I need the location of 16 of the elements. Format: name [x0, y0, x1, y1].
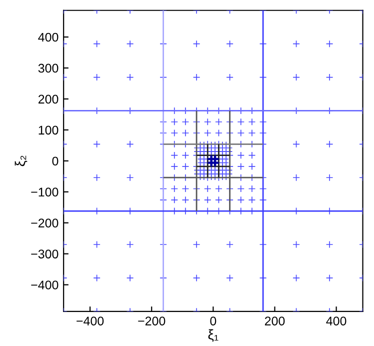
y-tick-label: −300: [31, 250, 58, 258]
y-tick-label: −100: [31, 188, 58, 197]
x-tick-label: −400: [76, 316, 104, 326]
x-tick-label: −200: [138, 316, 166, 326]
x-tick-label: 0: [210, 316, 216, 326]
y-tick-label: 300: [38, 64, 58, 73]
y-tick-label: −400: [31, 280, 58, 290]
x-tick-label: 400: [326, 316, 346, 326]
y-tick-label: 0: [52, 156, 58, 166]
y-tick-label: 100: [38, 126, 58, 135]
y-tick-label: −200: [31, 218, 58, 228]
y-axis-title: ξ₂: [14, 156, 28, 166]
x-tick-label: 200: [264, 316, 285, 326]
y-tick-label: 400: [38, 32, 58, 42]
y-tick-label: 200: [38, 94, 58, 104]
x-axis-title: ξ₁: [208, 329, 218, 342]
